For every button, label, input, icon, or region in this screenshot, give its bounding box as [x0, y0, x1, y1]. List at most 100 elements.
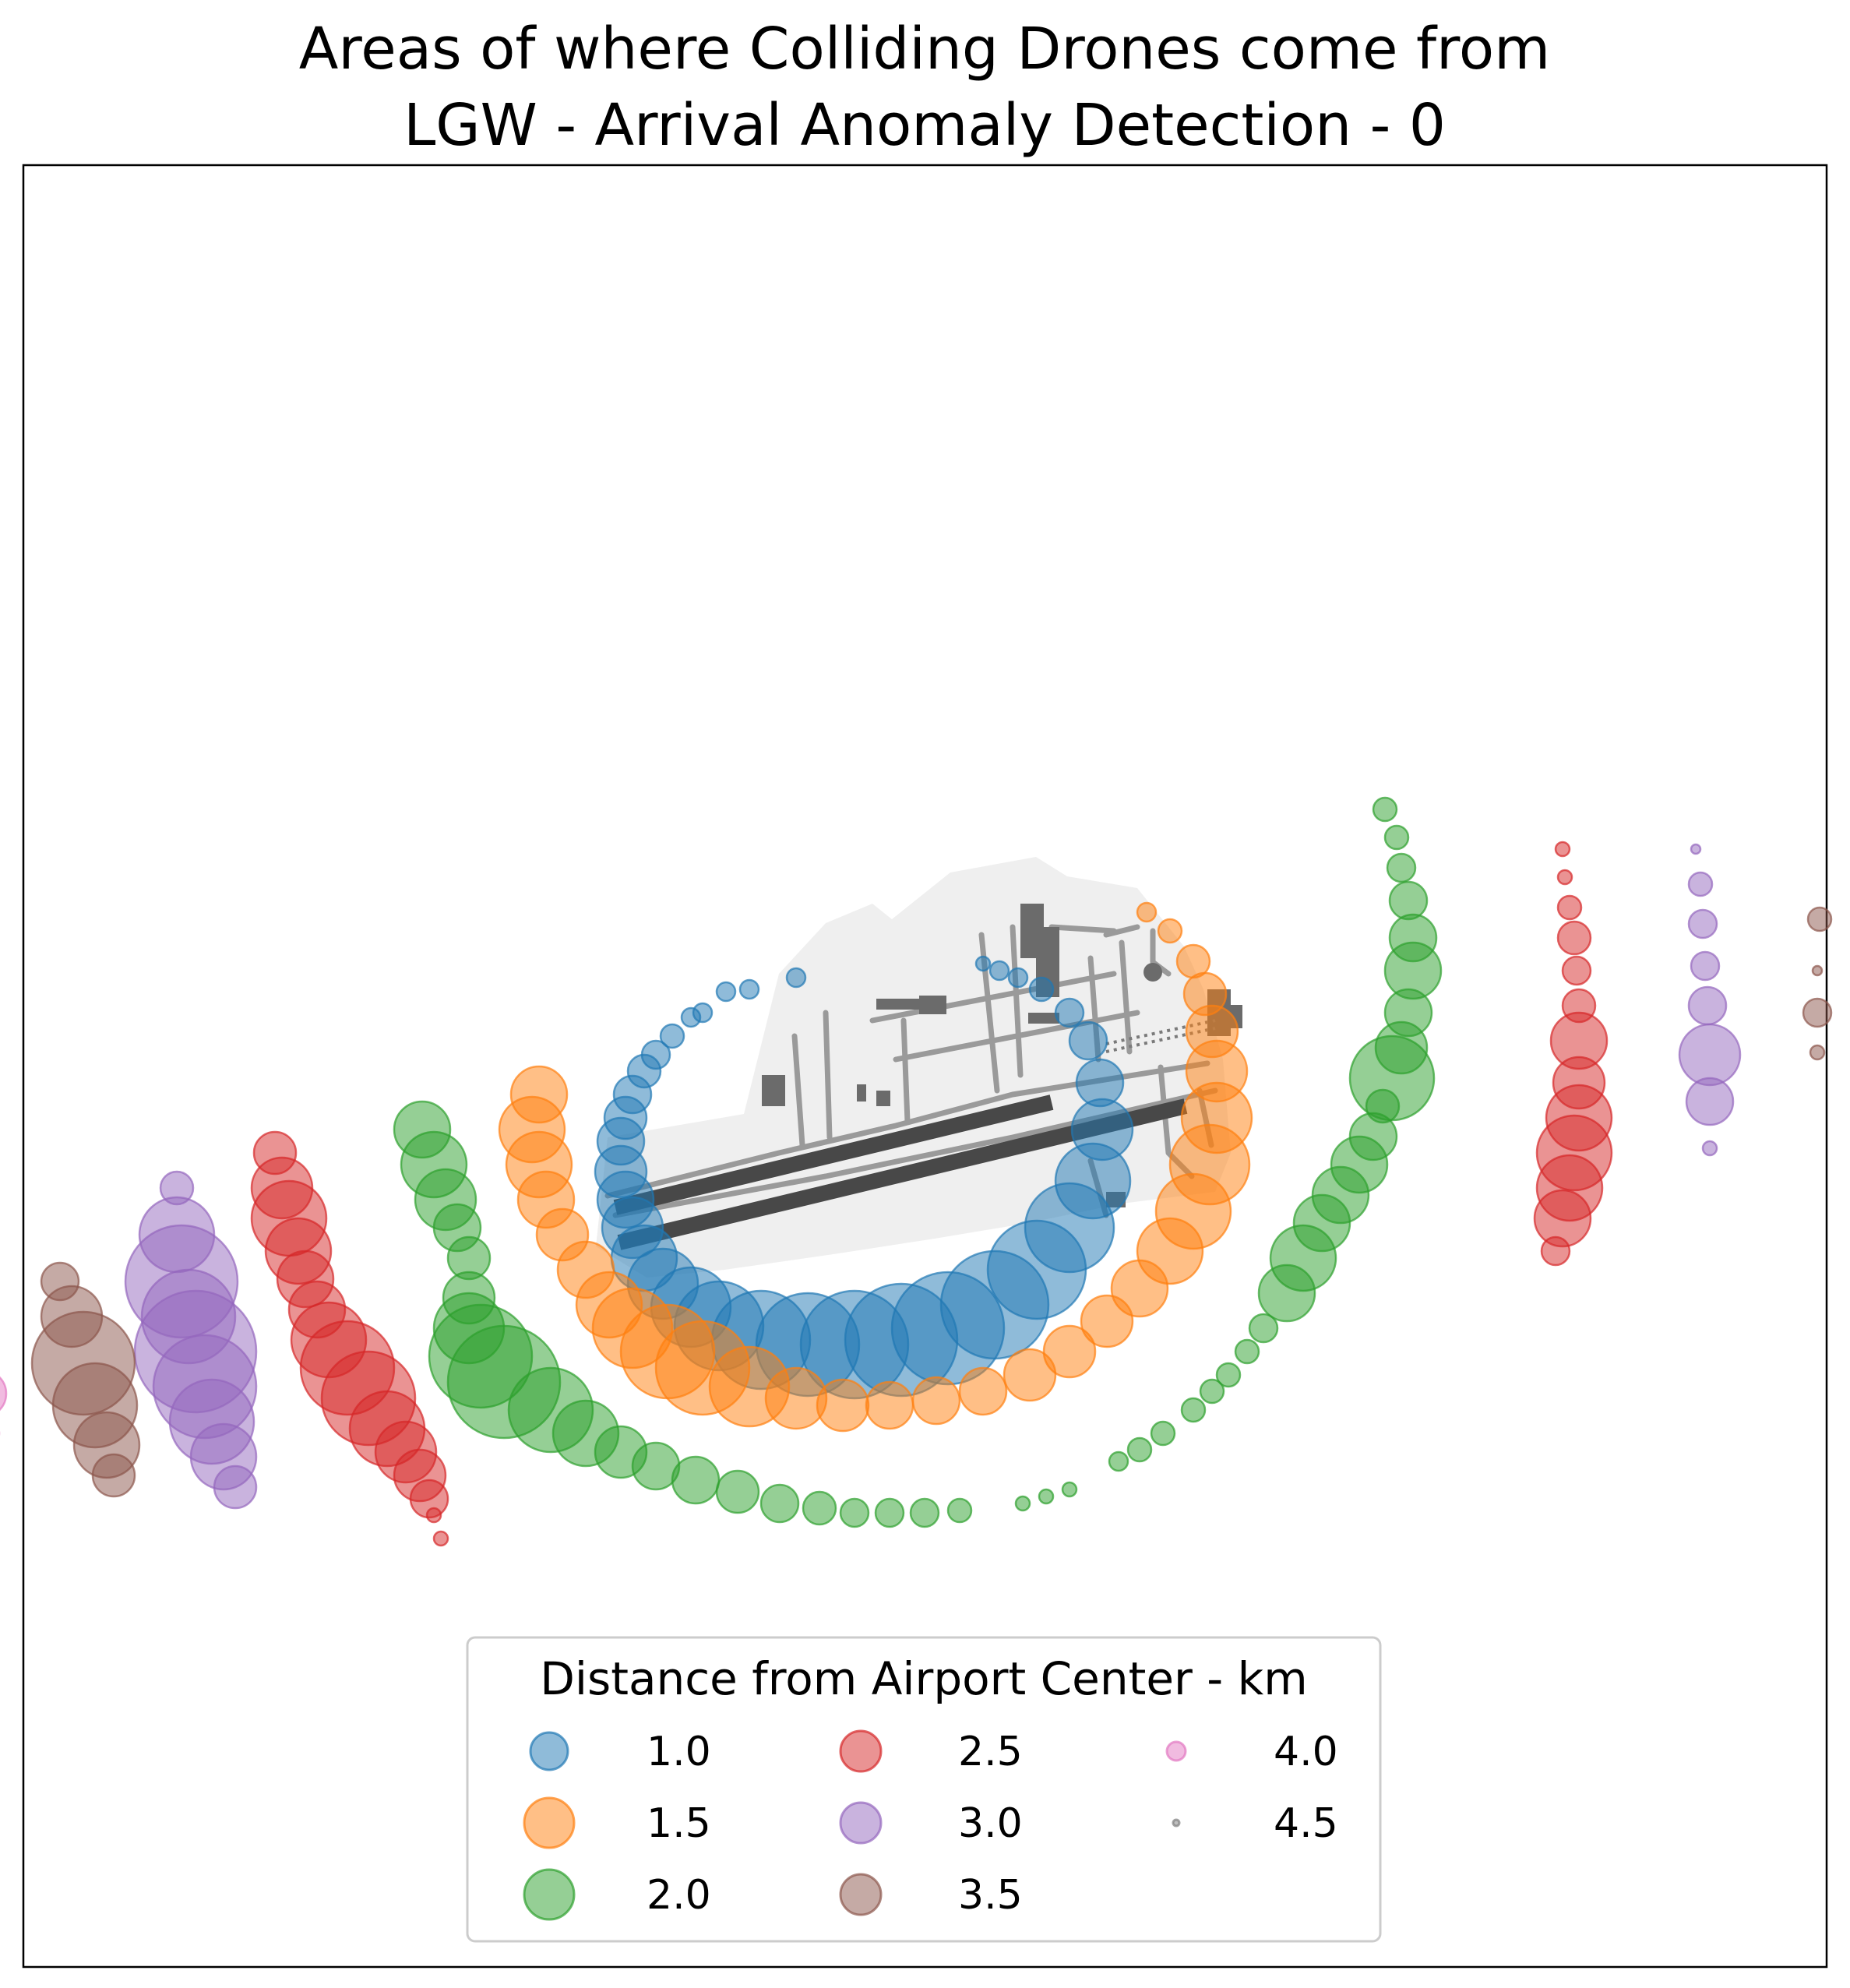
data-point-2-0-43	[1388, 913, 1438, 963]
legend-label-1-5: 1.5	[647, 1800, 711, 1847]
series-1-5km	[498, 901, 1253, 1433]
data-point-1-5-13	[865, 1380, 914, 1430]
series-3-0km	[124, 843, 1742, 1510]
data-point-2-5-27	[1540, 1235, 1571, 1267]
legend-marker-1-0	[529, 1731, 569, 1771]
data-point-3-0-16	[1701, 1140, 1718, 1157]
data-point-1-0-33	[988, 960, 1010, 982]
data-point-2-0-24	[1108, 1450, 1129, 1472]
data-point-3-0-11	[1687, 908, 1718, 939]
legend-marker-4-0	[1165, 1740, 1187, 1762]
legend-label-4-0: 4.0	[1274, 1729, 1338, 1775]
data-point-2-0-44	[1388, 880, 1429, 921]
data-point-1-0-4	[680, 1006, 702, 1028]
chart-title-line-2: LGW - Arrival Anomaly Detection - 0	[403, 92, 1446, 159]
series-2-5km	[250, 841, 1613, 1547]
legend-marker-2-5	[839, 1729, 883, 1773]
legend-marker-2-0	[523, 1868, 576, 1921]
data-point-2-0-26	[1150, 1420, 1176, 1447]
data-point-3-5-7	[1811, 964, 1824, 977]
data-point-2-5-16	[1556, 869, 1573, 886]
data-point-2-0-13	[671, 1455, 721, 1505]
data-point-1-0-27	[1070, 1098, 1134, 1161]
data-point-3-0-9	[1690, 843, 1702, 855]
legend-label-4-5: 4.5	[1274, 1800, 1338, 1847]
data-point-1-0-2	[715, 981, 737, 1003]
legend-label-2-5: 2.5	[958, 1729, 1023, 1775]
data-point-2-5-13	[425, 1507, 442, 1524]
legend-label-2-0: 2.0	[647, 1872, 711, 1919]
data-point-1-5-29	[1136, 901, 1158, 923]
data-point-2-5-15	[1554, 841, 1571, 858]
data-point-2-0-21	[1014, 1495, 1031, 1512]
data-point-2-0-31	[1248, 1313, 1279, 1344]
data-point-1-0-31	[1028, 976, 1055, 1003]
data-point-3-0-13	[1687, 985, 1728, 1026]
data-point-3-5-5	[91, 1453, 136, 1498]
data-point-4-0-2	[0, 1376, 8, 1412]
data-point-1-5-16	[1003, 1348, 1057, 1402]
data-point-2-0-14	[715, 1469, 760, 1514]
data-point-2-0-27	[1180, 1397, 1207, 1423]
data-point-1-0-30	[1054, 997, 1085, 1028]
legend-label-3-5: 3.5	[958, 1872, 1023, 1919]
data-point-2-0-19	[909, 1497, 940, 1528]
data-point-2-0-45	[1386, 852, 1417, 883]
data-point-2-5-14	[432, 1530, 449, 1547]
data-point-1-5-14	[911, 1376, 961, 1426]
data-point-1-5-26	[1182, 971, 1228, 1017]
data-point-1-0-29	[1068, 1020, 1108, 1061]
data-point-2-0-30	[1234, 1338, 1260, 1365]
legend-title: Distance from Airport Center - km	[540, 1652, 1308, 1705]
data-point-3-5-8	[1802, 997, 1833, 1028]
airport-pier-markings	[1105, 1019, 1216, 1053]
data-point-2-5-17	[1556, 894, 1583, 921]
data-point-1-0-28	[1075, 1058, 1125, 1108]
drone-origin-points	[0, 796, 1833, 1547]
data-point-3-0-15	[1685, 1077, 1735, 1126]
data-point-1-5-17	[1042, 1324, 1097, 1379]
legend-marker-1-5	[523, 1796, 576, 1849]
data-point-3-5-6	[1806, 906, 1833, 932]
data-point-2-0-28	[1199, 1378, 1225, 1405]
legend-marker-4-5	[1172, 1818, 1181, 1828]
data-point-3-0-14	[1678, 1023, 1742, 1087]
data-point-1-0-5	[659, 1023, 685, 1049]
data-point-2-0-17	[839, 1497, 870, 1528]
legend-entries: 1.0 1.5 2.0 2.5 3.0 3.5 4.0 4.5	[523, 1729, 1338, 1921]
runway-north	[613, 1094, 1054, 1215]
legend-label-1-0: 1.0	[647, 1729, 711, 1775]
data-point-1-5-12	[816, 1378, 870, 1433]
legend-label-3-0: 3.0	[958, 1800, 1023, 1847]
data-point-1-5-27	[1175, 943, 1211, 979]
data-point-1-0-34	[974, 955, 992, 972]
data-point-2-5-19	[1561, 955, 1592, 986]
legend-marker-3-0	[839, 1801, 883, 1845]
data-point-1-5-15	[958, 1366, 1008, 1416]
data-point-2-5-18	[1556, 920, 1592, 956]
data-point-2-0-16	[802, 1490, 837, 1526]
data-point-2-0-18	[874, 1497, 905, 1528]
series-2-0km	[393, 796, 1443, 1528]
legend: Distance from Airport Center - km 1.0 1.5…	[466, 1636, 1382, 1943]
data-point-3-0-10	[1687, 871, 1714, 897]
data-point-2-0-20	[946, 1497, 973, 1524]
data-point-1-0-1	[738, 978, 760, 1000]
data-point-1-5-28	[1157, 918, 1183, 944]
series-4-0km	[0, 1376, 8, 1436]
data-point-2-0-29	[1215, 1362, 1242, 1388]
data-point-2-0-25	[1126, 1436, 1153, 1463]
data-point-2-0-23	[1061, 1481, 1078, 1498]
chart-title-line-1: Areas of where Colliding Drones come fro…	[299, 16, 1550, 83]
data-point-3-5-9	[1809, 1044, 1826, 1061]
data-point-1-0-32	[1007, 967, 1029, 989]
data-point-3-0-12	[1690, 950, 1721, 982]
legend-box	[466, 1636, 1382, 1943]
data-point-1-0-0	[785, 967, 807, 989]
data-point-2-0-46	[1383, 824, 1410, 851]
series-3-5km	[30, 906, 1833, 1498]
legend-marker-3-5	[839, 1873, 883, 1916]
data-point-2-0-15	[759, 1483, 800, 1524]
data-point-3-0-8	[213, 1465, 258, 1510]
